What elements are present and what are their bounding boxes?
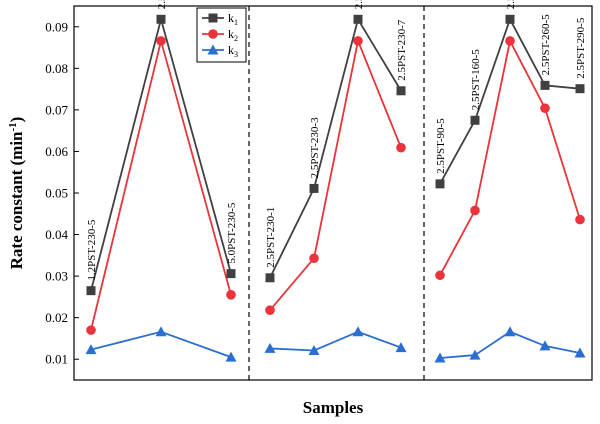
k3-triangle-marker <box>207 44 219 55</box>
k2-circle-marker <box>540 103 550 114</box>
y-tick-label: 0.01 <box>45 352 68 367</box>
k3-triangle-marker <box>308 344 320 355</box>
category-label: 2.5PST-260-5 <box>540 14 552 76</box>
k2-circle-marker <box>226 290 236 300</box>
k1-square-marker <box>156 14 166 24</box>
y-axis-title-main: Rate constant (min <box>7 131 26 269</box>
k1-square-marker <box>396 86 406 96</box>
k1-legend-label: k1 <box>228 11 238 27</box>
point-label-layer: 1.2PST-230-5 2.5PST-230-5 5.0PST-230-5 2.5P… <box>86 0 587 281</box>
y-tick-label: 0.05 <box>45 186 68 201</box>
k3-triangle-marker <box>539 340 551 351</box>
plot-frame <box>73 5 593 381</box>
k2-circle-marker <box>505 36 515 46</box>
category-label: 2.5PST-230-5 <box>505 0 517 9</box>
k2-circle-marker <box>353 36 363 46</box>
k1-square-marker <box>470 115 480 125</box>
k2-circle-marker <box>396 142 406 153</box>
legend-label-subscript: 2 <box>234 34 238 43</box>
y-axis-title-superscript: -1 <box>7 122 19 131</box>
y-tick-label: 0.09 <box>45 19 68 34</box>
y-tick-label: 0.07 <box>45 102 68 117</box>
category-label: 2.5PST-290-5 <box>575 17 587 79</box>
k1-square-marker <box>575 84 585 94</box>
legend-label-subscript: 1 <box>234 18 238 27</box>
category-label: 2.5PST-230-1 <box>265 207 277 268</box>
category-label: 2.5PST-230-3 <box>309 117 321 179</box>
legend-label-base: k <box>228 27 234 41</box>
k2-circle-marker <box>435 270 445 281</box>
k3-triangle-marker <box>469 349 481 360</box>
k2-series-line-group-1 <box>90 37 232 331</box>
legend-label-base: k <box>228 11 234 25</box>
k1-square-marker <box>265 273 275 283</box>
y-axis-title: Rate constant (min-1) <box>7 117 26 270</box>
k3-triangle-marker <box>352 326 364 337</box>
k3-triangle-marker <box>155 326 167 337</box>
legend-label-base: k <box>228 43 234 57</box>
k3-triangle-marker <box>574 347 586 358</box>
legend-box <box>196 7 247 63</box>
k1-square-marker <box>309 183 319 193</box>
k2-legend-label: k2 <box>228 27 238 43</box>
category-label: 5.0PST-230-5 <box>226 202 238 264</box>
y-tick-label: 0.04 <box>45 227 68 242</box>
k2-circle-marker <box>265 305 275 315</box>
k1-square-marker <box>505 14 515 24</box>
k2-circle-marker <box>309 253 319 264</box>
k3-triangle-marker <box>85 344 97 355</box>
k2-circle-marker <box>86 325 96 335</box>
category-label: 2.5PST-160-5 <box>470 49 482 111</box>
k1-square-marker <box>540 80 550 90</box>
k2-circle-marker <box>156 36 166 46</box>
category-label: 2.5PST-90-5 <box>435 118 447 174</box>
y-tick-label: 0.08 <box>45 61 68 76</box>
k2-series-line-group-2 <box>269 37 402 311</box>
k1-square-marker <box>353 14 363 24</box>
k3-series-line-group-2 <box>269 330 402 352</box>
series-layer <box>85 14 586 363</box>
k2-circle-marker <box>470 205 480 216</box>
category-label: 2.5PST-230-5 <box>353 0 365 9</box>
y-axis: 0.01 0.02 0.03 0.04 0.05 0.06 0.07 0.08 0.09 <box>45 19 79 367</box>
k3-triangle-marker <box>434 352 446 363</box>
y-tick-label: 0.06 <box>45 144 68 159</box>
k1-square-marker <box>226 269 236 279</box>
k1-square-marker <box>435 179 445 189</box>
category-label: 2.5PST-230-7 <box>396 19 408 81</box>
k2-series-line-group-3 <box>439 38 581 276</box>
k2-circle-marker <box>575 214 585 225</box>
y-tick-label: 0.03 <box>45 269 68 284</box>
y-tick-label: 0.02 <box>45 310 68 325</box>
k3-triangle-marker <box>395 342 407 353</box>
category-label: 1.2PST-230-5 <box>86 219 98 281</box>
legend-label-subscript: 3 <box>234 50 238 59</box>
k1-square-marker <box>86 286 96 296</box>
x-axis-title: Samples <box>303 398 364 417</box>
k1-series-line-group-2 <box>269 16 402 279</box>
category-label: 2.5PST-230-5 <box>156 0 168 9</box>
k1-square-marker <box>208 13 218 23</box>
k3-triangle-marker <box>264 342 276 353</box>
k3-legend-label: k3 <box>228 43 238 59</box>
y-axis-title-close: ) <box>7 117 26 123</box>
k3-triangle-marker <box>504 326 516 337</box>
k3-triangle-marker <box>225 351 237 362</box>
k2-circle-marker <box>208 29 218 39</box>
